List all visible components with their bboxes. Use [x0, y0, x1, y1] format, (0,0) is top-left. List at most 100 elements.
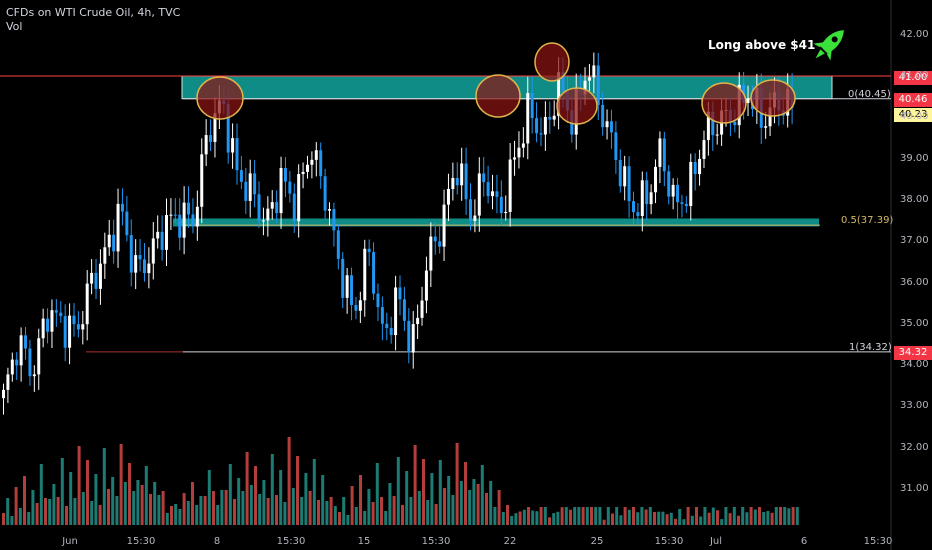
volume-bar — [60, 458, 64, 525]
volume-bar — [245, 452, 249, 525]
candle-body — [587, 77, 591, 81]
candle-body — [667, 171, 671, 197]
candle-body — [19, 335, 23, 366]
volume-bar — [283, 502, 287, 525]
candle-body — [486, 182, 490, 197]
candle-body — [151, 238, 155, 264]
volume-bar — [665, 514, 669, 525]
volume-bar — [233, 499, 236, 525]
volume-bar — [170, 506, 173, 525]
price-tick-label: 37.00 — [900, 235, 929, 247]
price-tick-label: 39.00 — [900, 152, 929, 164]
volume-bar — [333, 506, 337, 525]
volume-bar — [317, 500, 320, 525]
volume-bar — [716, 510, 719, 525]
candle-body — [358, 300, 362, 311]
volume-bar — [380, 497, 383, 525]
candle-body — [367, 248, 371, 253]
volume-bar — [556, 511, 560, 525]
candle-body — [517, 147, 521, 158]
volume-bar — [81, 492, 85, 525]
volume-bar — [73, 498, 77, 525]
candle-body — [319, 150, 323, 177]
volume-bar — [107, 489, 110, 525]
candle-body — [508, 159, 512, 212]
candle-body — [350, 275, 354, 306]
time-tick-label: 22 — [503, 536, 517, 547]
volume-bar — [493, 507, 497, 525]
time-tick-label: 15:30 — [276, 536, 306, 547]
volume-bar — [249, 485, 253, 525]
volume-bar — [569, 509, 572, 525]
volume-bar — [455, 443, 459, 525]
volume-bar — [359, 475, 362, 525]
candle-body — [398, 287, 402, 300]
candle-body — [592, 65, 596, 78]
time-tick-label: Jul — [709, 536, 723, 547]
volume-bar — [602, 519, 606, 525]
volume-bar — [266, 498, 270, 525]
volume-bar — [94, 474, 98, 525]
price-tick-label: 33.00 — [900, 400, 929, 412]
candle-body — [702, 140, 706, 159]
volume-bar — [35, 503, 39, 525]
volume-bar — [27, 512, 31, 525]
volume-bar — [627, 509, 631, 525]
volume-bar — [119, 444, 123, 525]
volume-bar — [443, 488, 446, 525]
candle-body — [693, 161, 697, 175]
volume-bar — [417, 491, 421, 525]
volume-bar — [451, 495, 455, 525]
volume-bar — [308, 491, 312, 525]
volume-bar — [300, 497, 304, 525]
candle-body — [482, 173, 486, 183]
candle-body — [464, 163, 468, 200]
volume-bar — [401, 505, 404, 525]
time-tick-label: Jun — [62, 536, 78, 547]
volume-bar — [577, 507, 581, 525]
volume-bar — [758, 507, 761, 525]
volume-bar — [384, 511, 388, 525]
candle-body — [279, 168, 283, 214]
candle-body — [253, 173, 257, 195]
candle-body — [68, 315, 72, 348]
candle-body — [156, 231, 160, 239]
support-zone — [173, 218, 819, 227]
volume-bar — [674, 518, 677, 525]
volume-bar — [405, 471, 409, 525]
candle-body — [468, 199, 472, 221]
top-highlight-ellipse — [750, 79, 796, 117]
candle-body — [107, 234, 111, 248]
candle-body — [345, 275, 349, 298]
volume-bar — [774, 507, 778, 525]
candle-body — [521, 143, 525, 148]
candle-body — [715, 134, 719, 136]
candle-body — [385, 323, 389, 329]
candle-body — [733, 121, 737, 126]
candle-body — [328, 209, 332, 211]
volume-bar — [86, 460, 89, 525]
volume-bar — [510, 516, 514, 525]
candle-body — [671, 184, 675, 197]
candle-body — [94, 272, 98, 289]
candle-body — [41, 318, 45, 339]
volume-bar — [329, 497, 333, 525]
candle-body — [764, 126, 768, 128]
volume-bar — [275, 495, 278, 525]
candle-body — [200, 154, 204, 207]
volume-bar — [770, 512, 774, 525]
volume-bar — [661, 511, 665, 525]
candle-body — [248, 173, 252, 201]
volume-bar — [149, 494, 152, 525]
volume-bar — [392, 496, 396, 525]
top-highlight-ellipse — [475, 74, 521, 118]
rocket-icon — [813, 30, 844, 61]
fib1-price-label: 34.32 — [894, 346, 932, 360]
candle-body — [424, 270, 428, 301]
price-tick-label: 38.00 — [900, 193, 929, 205]
volume-bar — [518, 511, 522, 525]
time-tick-label: 15:30 — [654, 536, 684, 547]
candle-body — [288, 181, 292, 194]
volume-bar — [590, 507, 593, 525]
